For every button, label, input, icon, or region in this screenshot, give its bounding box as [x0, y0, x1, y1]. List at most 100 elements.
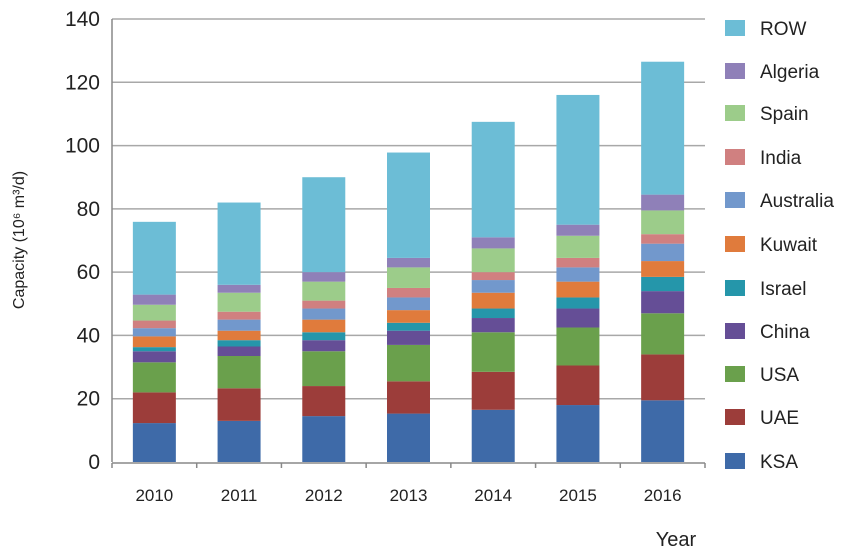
- legend-swatch: [725, 409, 745, 425]
- bar-segment-usa-2012: [302, 351, 346, 387]
- bar-segment-uae-2012: [302, 386, 346, 417]
- legend-item-india: India: [725, 148, 802, 169]
- legend: ROW Algeria Spain India Australia Kuwait Israe…: [725, 19, 834, 473]
- legend-item-spain: Spain: [725, 104, 809, 125]
- x-tick-label: 2014: [474, 486, 512, 505]
- x-tick-label: 2010: [135, 486, 173, 505]
- bar-segment-australia-2013: [387, 297, 430, 311]
- bar-segment-china-2014: [471, 318, 515, 333]
- bar-segment-usa-2015: [556, 327, 600, 366]
- y-tick-label: 120: [65, 71, 100, 94]
- bar-segment-uae-2015: [556, 365, 600, 406]
- legend-item-israel: Israel: [725, 279, 806, 300]
- bar-segment-china-2015: [556, 308, 600, 328]
- y-tick-label: 140: [65, 8, 100, 31]
- bar-segment-usa-2010: [132, 362, 176, 393]
- bar-segment-ksa-2012: [302, 416, 346, 462]
- bar-segment-kuwait-2010: [132, 336, 176, 348]
- bar-segment-israel-2011: [217, 340, 261, 347]
- legend-item-row: ROW: [725, 19, 807, 40]
- bar-segment-spain-2011: [217, 292, 261, 312]
- bar-segment-uae-2014: [471, 371, 515, 410]
- bar-segment-australia-2011: [217, 319, 261, 331]
- legend-swatch: [725, 20, 745, 36]
- legend-item-kuwait: Kuwait: [725, 235, 818, 256]
- bar-segment-israel-2016: [641, 276, 685, 292]
- legend-item-ksa: KSA: [725, 452, 798, 473]
- bar-segment-australia-2010: [132, 328, 176, 337]
- y-tick-label: 0: [88, 451, 100, 474]
- bar-segment-row-2010: [132, 221, 176, 295]
- bar-segment-israel-2012: [302, 332, 346, 341]
- bar-segment-china-2016: [641, 291, 685, 314]
- bar-segment-india-2012: [302, 300, 346, 309]
- bar-segment-china-2011: [217, 346, 261, 356]
- bar-segment-row-2013: [387, 152, 430, 258]
- bar-segment-china-2013: [387, 330, 430, 345]
- bar-segment-row-2016: [641, 61, 685, 195]
- bar-segment-algeria-2011: [217, 284, 261, 293]
- x-tick-label: 2013: [390, 486, 428, 505]
- bar-segment-ksa-2016: [641, 400, 685, 462]
- legend-item-china: China: [725, 322, 810, 343]
- bar-segment-kuwait-2016: [641, 261, 685, 277]
- bar-segment-row-2012: [302, 177, 346, 273]
- y-tick-label: 60: [77, 261, 100, 284]
- legend-swatch: [725, 236, 745, 252]
- bar-segment-usa-2016: [641, 313, 685, 355]
- y-tick-label: 80: [77, 198, 100, 221]
- y-tick-label: 20: [77, 388, 100, 411]
- bar-segment-kuwait-2011: [217, 330, 261, 341]
- x-tick-labels: 2010 2011 2012 2013 2014 2015 2016: [135, 486, 681, 505]
- legend-label: Algeria: [760, 62, 820, 83]
- bar-segment-ksa-2010: [132, 423, 176, 462]
- legend-label: Australia: [760, 191, 834, 212]
- bar-segment-row-2014: [471, 121, 515, 238]
- bar-segment-spain-2016: [641, 210, 685, 235]
- bar-segment-spain-2014: [471, 248, 515, 273]
- bar-segment-ksa-2014: [471, 409, 515, 462]
- bar-segment-ksa-2011: [217, 420, 261, 462]
- bar-segment-china-2012: [302, 340, 346, 352]
- legend-label: UAE: [760, 408, 799, 429]
- bar-segment-spain-2013: [387, 267, 430, 288]
- legend-item-australia: Australia: [725, 191, 834, 212]
- bar-segment-algeria-2012: [302, 272, 346, 282]
- y-tick-labels: 0 20 40 60 80 100 120 140: [65, 8, 100, 474]
- bar-segment-israel-2015: [556, 297, 600, 309]
- bar-segment-algeria-2015: [556, 224, 600, 236]
- bar-segment-uae-2010: [132, 392, 176, 424]
- legend-label: ROW: [760, 19, 807, 40]
- legend-item-algeria: Algeria: [725, 62, 820, 83]
- legend-swatch: [725, 366, 745, 382]
- bar-segment-algeria-2014: [471, 237, 515, 249]
- bar-segment-algeria-2016: [641, 194, 685, 211]
- legend-swatch: [725, 149, 745, 165]
- bar-segment-spain-2010: [132, 304, 176, 321]
- legend-swatch: [725, 323, 745, 339]
- bar-segment-row-2015: [556, 94, 600, 225]
- bar-segment-kuwait-2014: [471, 292, 515, 309]
- bar-segment-australia-2016: [641, 243, 685, 262]
- bar-segment-india-2016: [641, 234, 685, 244]
- axes: [111, 19, 706, 468]
- bar-segment-usa-2013: [387, 344, 430, 382]
- bar-segment-israel-2010: [132, 347, 176, 352]
- bar-segment-row-2011: [217, 202, 261, 285]
- legend-label: USA: [760, 365, 799, 386]
- legend-swatch: [725, 63, 745, 79]
- bar-segment-usa-2011: [217, 355, 261, 389]
- legend-label: India: [760, 148, 802, 169]
- legend-swatch: [725, 105, 745, 121]
- legend-label: KSA: [760, 452, 798, 473]
- legend-label: Israel: [760, 279, 806, 300]
- legend-swatch: [725, 280, 745, 296]
- bar-segment-australia-2015: [556, 267, 600, 282]
- bar-segment-australia-2014: [471, 280, 515, 293]
- bar-segment-uae-2013: [387, 381, 430, 414]
- legend-label: China: [760, 322, 810, 343]
- legend-label: Spain: [760, 104, 809, 125]
- bar-segment-spain-2015: [556, 235, 600, 258]
- y-axis-label: Capacity (10⁶ m³/d): [11, 171, 28, 309]
